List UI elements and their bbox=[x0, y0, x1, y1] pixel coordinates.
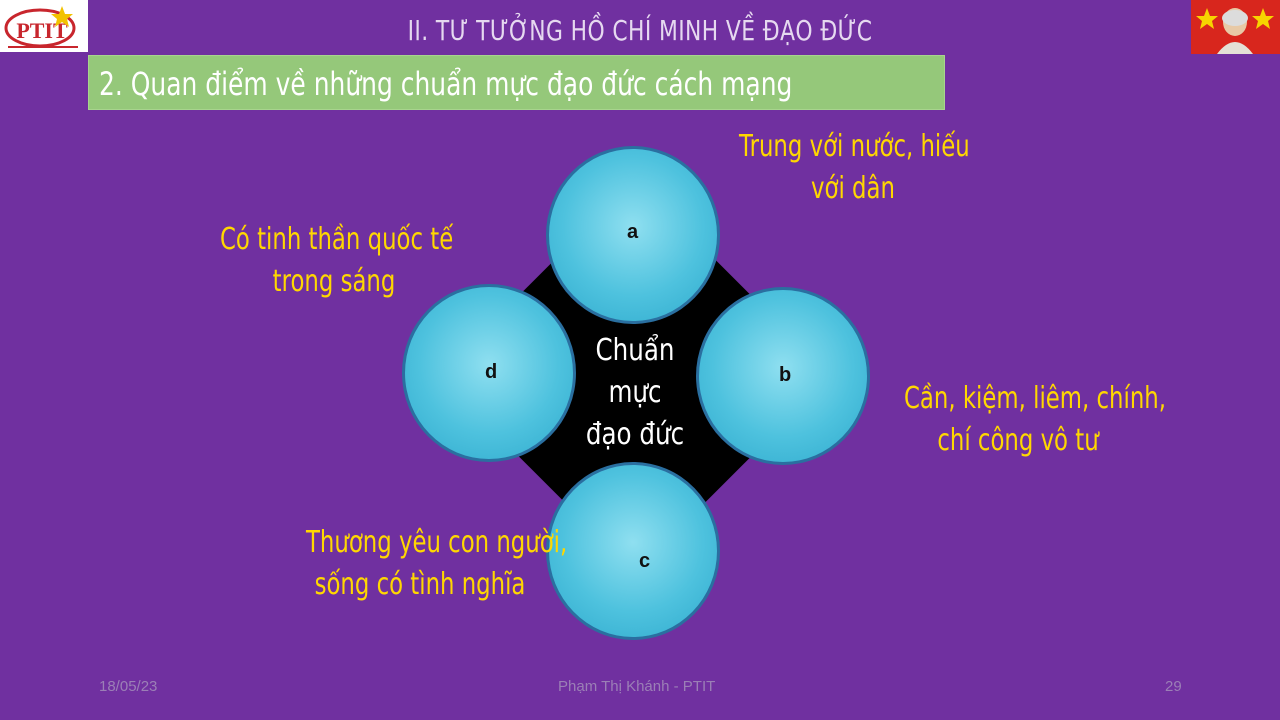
label-d-line-2: trong sáng bbox=[272, 264, 396, 299]
label-d-line-1: Có tinh thần quốc tế bbox=[220, 222, 454, 257]
ptit-logo: PTIT bbox=[0, 0, 88, 52]
footer-author: Phạm Thị Khánh - PTIT bbox=[558, 678, 716, 695]
label-b-line-1: Cần, kiệm, liêm, chính, bbox=[904, 381, 1166, 416]
circle-a bbox=[546, 146, 720, 324]
circle-d bbox=[402, 284, 576, 462]
subtitle-text: 2. Quan điểm về những chuẩn mực đạo đức … bbox=[99, 65, 793, 103]
subtitle-box: 2. Quan điểm về những chuẩn mực đạo đức … bbox=[88, 55, 945, 110]
portrait-flag-image bbox=[1191, 0, 1280, 54]
footer-date: 18/05/23 bbox=[99, 678, 158, 695]
center-label-line-2: mực bbox=[608, 375, 662, 410]
circle-a-letter: a bbox=[627, 221, 639, 243]
label-a: Trung với nước, hiếu với dân bbox=[703, 126, 1003, 210]
label-a-line-1: Trung với nước, hiếu bbox=[739, 129, 970, 164]
label-c-line-2: sống có tình nghĩa bbox=[314, 567, 526, 602]
circle-c bbox=[546, 462, 720, 640]
label-d: Có tinh thần quốc tế trong sáng bbox=[184, 219, 484, 303]
label-c: Thương yêu con người, sống có tình nghĩa bbox=[270, 522, 570, 606]
circle-c-letter: c bbox=[639, 550, 651, 572]
center-label-line-3: đạo đức bbox=[585, 417, 685, 452]
label-c-line-1: Thương yêu con người, bbox=[306, 525, 568, 560]
circle-b bbox=[696, 287, 870, 465]
label-b: Cần, kiệm, liêm, chính, chí công vô tư bbox=[868, 378, 1168, 462]
footer-page-number: 29 bbox=[1165, 678, 1182, 695]
circle-d-letter: d bbox=[485, 361, 498, 383]
slide-title: II. TƯ TƯỞNG HỒ CHÍ MINH VỀ ĐẠO ĐỨC bbox=[407, 14, 873, 47]
center-label: Chuẩn mực đạo đức bbox=[560, 330, 710, 456]
label-b-line-2: chí công vô tư bbox=[937, 423, 1099, 458]
label-a-line-2: với dân bbox=[811, 171, 895, 206]
center-label-line-1: Chuẩn bbox=[595, 333, 675, 368]
circle-b-letter: b bbox=[779, 364, 792, 386]
ptit-logo-icon: PTIT bbox=[4, 6, 78, 48]
flag-portrait-icon bbox=[1191, 0, 1280, 54]
